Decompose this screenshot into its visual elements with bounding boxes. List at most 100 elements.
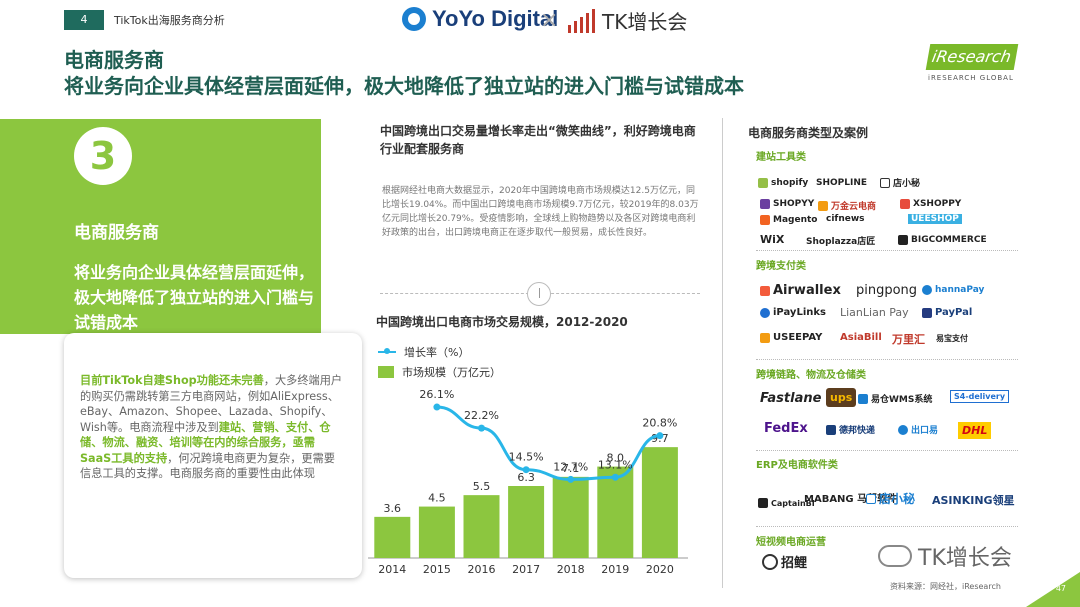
yoyo-logo-icon <box>402 7 426 31</box>
page-number: 4 <box>64 10 104 30</box>
growth-point-2020 <box>656 432 664 440</box>
market-size-chart: 3.6 2014 4.5 2015 5.5 2016 6.3 2017 7.1 2018 8.0 20… <box>368 388 688 576</box>
separator <box>756 359 1018 360</box>
logo-s4delivery: S4-delivery <box>950 390 1010 403</box>
tk-logo-icon <box>566 8 596 33</box>
legend-line-label: 增长率（%） <box>404 346 470 359</box>
growth-rate-line <box>436 405 661 481</box>
yoyo-logo-text: YoYo Digital <box>432 6 559 31</box>
info-card: 目前TikTok自建Shop功能还未完善，大多终端用户的购买仍需跳转第三方电商网… <box>64 333 362 578</box>
growth-point-2016 <box>478 424 485 432</box>
logo-airwallex: Airwallex <box>760 283 841 298</box>
page-subtitle: 将业务向企业具体经营层面延伸，极大地降低了独立站的进入门槛与试错成本 <box>64 74 744 98</box>
chart-title: 中国跨境出口电商市场交易规模，2012-2020 <box>376 315 628 329</box>
separator <box>756 526 1018 527</box>
x-tick-2014: 2014 <box>378 563 406 576</box>
legend-bar-icon <box>378 366 394 378</box>
left-green-panel <box>0 119 321 334</box>
logo-dhl: DHL <box>958 422 992 439</box>
bar-label-2018: 7.1 <box>562 462 580 475</box>
growth-label-2017: 14.5% <box>509 451 544 464</box>
chart-legend: 增长率（%） 市场规模（万亿元） <box>378 342 501 382</box>
bar-label-2015: 4.5 <box>428 492 446 505</box>
iresearch-logo: iResearch iRESEARCH GLOBAL <box>925 44 1019 82</box>
section-logistics: 跨境链路、物流及仓储类 <box>756 370 866 381</box>
logo-fedex: FedEx <box>764 421 808 436</box>
logo-cifnews: cifnews <box>826 214 865 224</box>
bar-2018 <box>552 476 589 558</box>
logo-shoplazza: Shoplazza店匠 <box>806 237 876 247</box>
tk-logo: TK增长会 <box>566 6 687 35</box>
page-label: TikTok出海服务商分析 <box>114 14 225 27</box>
source-note: 资料来源：网经社，iResearch <box>890 582 1001 591</box>
growth-point-2019 <box>611 473 619 481</box>
logo-dianxiaomi: 店小秘 <box>880 176 920 189</box>
section-short-video: 短视频电商运营 <box>756 537 826 548</box>
brand-separator: × <box>540 8 559 33</box>
logo-captainbi: CaptainBI <box>758 498 815 508</box>
page-corner: 47 <box>1026 572 1080 607</box>
logo-ipaylinks: iPayLinks <box>760 307 826 318</box>
logo-debang: 德邦快递 <box>826 423 875 436</box>
right-heading: 电商服务商类型及案例 <box>748 126 869 140</box>
card-text-4: ，何况跨境电商更为复杂，更需要信息工具的支撑。电商服务商的重要性由此体现 <box>80 451 335 481</box>
logo-xshoppy: XSHOPPY <box>900 199 961 209</box>
logo-yicang: 易仓WMS系统 <box>858 392 932 405</box>
card-bold-1: 目前TikTok自建Shop功能还未完善 <box>80 374 264 387</box>
middle-heading: 中国跨境出口交易量增长率走出“微笑曲线”，利好跨境电商行业配套服务商 <box>380 124 696 156</box>
logo-wanjinyun: 万金云电商 <box>818 199 876 212</box>
growth-label-2016: 22.2% <box>464 409 499 422</box>
growth-label-2019: 13.1% <box>598 458 633 471</box>
middle-paragraph: 根据网经社电商大数据显示，2020年中国跨境电商市场规模达12.5万亿元，同比增… <box>382 186 699 238</box>
left-panel-text: 将业务向企业具体经营层面延伸，极大地降低了独立站的进入门槛与试错成本 <box>74 263 315 332</box>
logo-zhaoli: 招鲤 <box>762 552 807 571</box>
logo-asinking: ASINKING领星 <box>932 494 1015 507</box>
logo-magento: Magento <box>760 215 817 225</box>
iresearch-logo-sub: iRESEARCH GLOBAL <box>928 74 1014 82</box>
logo-lianlianpay: LianLian Pay <box>840 306 909 319</box>
section-erp: ERP及电商软件类 <box>756 460 838 471</box>
logo-chukouyi: 出口易 <box>898 423 938 436</box>
bar-2015 <box>418 506 455 558</box>
section-site-tools: 建站工具类 <box>756 152 806 163</box>
x-tick-2018: 2018 <box>557 563 585 576</box>
growth-point-2018 <box>567 475 575 483</box>
bar-2019 <box>597 466 634 558</box>
logo-hannapay: hannaPay <box>922 285 984 295</box>
page-title: 电商服务商 <box>64 48 164 72</box>
bar-2017 <box>508 486 545 558</box>
left-panel-heading: 电商服务商 <box>74 223 159 243</box>
bar-label-2014: 3.6 <box>384 502 402 515</box>
top-bar: 4 TikTok出海服务商分析 YoYo Digital × TK增长会 <box>0 0 1080 40</box>
logo-shopyy: SHOPYY <box>760 199 814 209</box>
slide-number: 47 <box>1055 584 1066 593</box>
logo-shopline: SHOPLINE <box>816 178 868 188</box>
growth-label-2015: 26.1% <box>419 388 454 401</box>
logo-shopify: shopify <box>758 178 808 188</box>
card-text-2: ，大多终端用户的购买仍需跳转第三方电商网站，例如AliExpress、eBay、… <box>80 374 343 434</box>
logo-bigcommerce: BIGCOMMERCE <box>898 235 987 245</box>
x-tick-2015: 2015 <box>423 563 451 576</box>
divider-icon <box>527 282 551 306</box>
logo-wix: WiX <box>760 233 785 246</box>
wechat-watermark: TK增长会 <box>878 540 1012 572</box>
logo-asiabill: AsiaBill <box>840 332 882 343</box>
iresearch-logo-text: iResearch <box>925 44 1019 70</box>
wechat-icon <box>878 545 912 567</box>
growth-label-2018: 12.7% <box>553 460 588 473</box>
bar-label-2016: 5.5 <box>473 480 491 493</box>
wechat-label: TK增长会 <box>918 546 1012 571</box>
logo-pingpong: pingpong <box>856 283 918 298</box>
logo-fastlane: Fastlane <box>760 391 822 406</box>
logo-useepay: USEEPAY <box>760 332 822 343</box>
logo-ups: ups <box>826 388 857 407</box>
bar-label-2019: 8.0 <box>607 452 625 465</box>
yoyo-digital-logo: YoYo Digital <box>402 6 558 32</box>
bar-2020 <box>641 447 678 558</box>
logo-yishoubao: 易宝支付 <box>936 334 968 343</box>
x-tick-2019: 2019 <box>601 563 629 576</box>
logo-paypal: PayPal <box>922 307 972 318</box>
logo-wanlihui: 万里汇 <box>892 333 925 346</box>
section-number-badge: 3 <box>74 127 132 185</box>
growth-point-2015 <box>433 403 441 411</box>
